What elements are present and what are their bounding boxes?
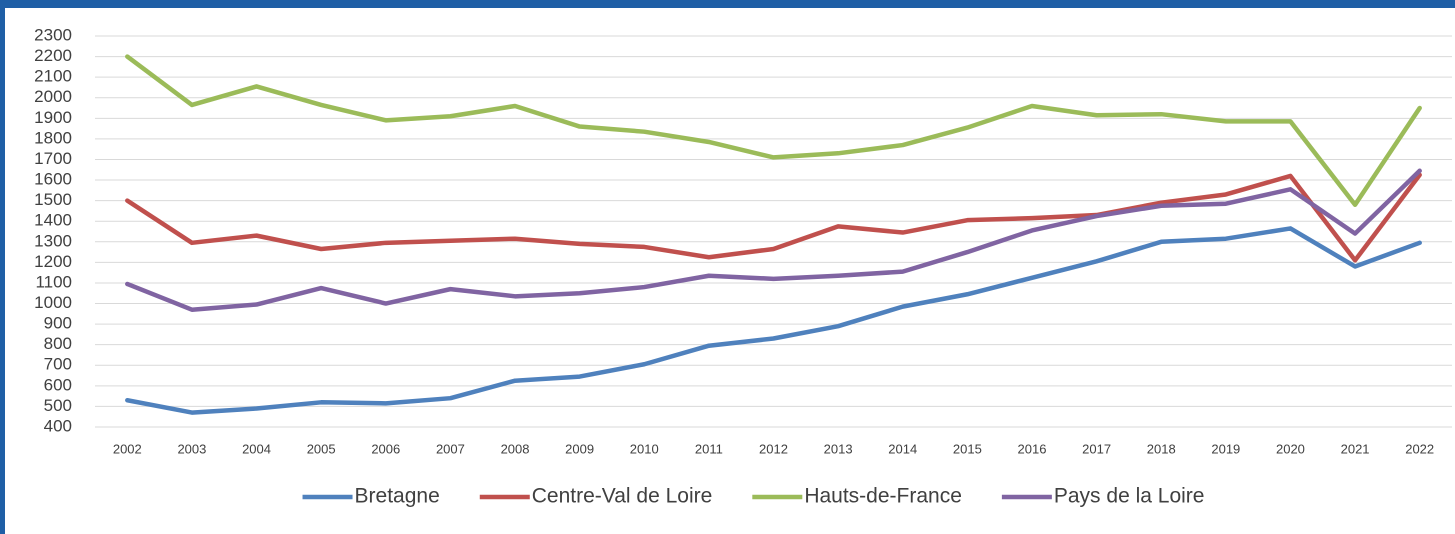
x-tick-label: 2002 [113, 441, 142, 456]
x-tick-label: 2017 [1082, 441, 1111, 456]
frame-left [0, 0, 5, 534]
y-tick-label: 2300 [34, 25, 72, 44]
legend-label: Hauts-de-France [804, 485, 962, 508]
x-tick-label: 2018 [1147, 441, 1176, 456]
x-tick-label: 2012 [759, 441, 788, 456]
series-line [125, 226, 1422, 415]
y-tick-label: 1100 [35, 272, 72, 291]
x-tick-label: 2019 [1211, 441, 1240, 456]
series-line [125, 54, 1422, 207]
x-tick-label: 2008 [501, 441, 530, 456]
series-line [125, 168, 1422, 312]
y-tick-label: 500 [44, 396, 72, 415]
y-tick-label: 700 [44, 355, 72, 374]
x-tick-label: 2020 [1276, 441, 1305, 456]
y-tick-label: 1500 [34, 190, 72, 209]
y-tick-label: 800 [44, 334, 72, 353]
x-tick-label: 2007 [436, 441, 465, 456]
legend-label: Pays de la Loire [1054, 485, 1205, 508]
y-tick-label: 1300 [34, 231, 72, 250]
y-tick-label: 1900 [34, 108, 72, 127]
x-tick-label: 2006 [371, 441, 400, 456]
series-line [125, 172, 1422, 263]
x-tick-label: 2004 [242, 441, 271, 456]
y-tick-label: 1200 [34, 252, 72, 271]
x-tick-label: 2005 [307, 441, 336, 456]
x-tick-label: 2014 [888, 441, 917, 456]
x-tick-label: 2003 [177, 441, 206, 456]
x-tick-label: 2021 [1341, 441, 1370, 456]
frame-top [0, 0, 1455, 8]
y-tick-label: 600 [44, 375, 72, 394]
y-tick-label: 1600 [34, 170, 72, 189]
y-tick-label: 400 [44, 416, 72, 435]
legend-label: Centre-Val de Loire [532, 485, 713, 508]
y-tick-label: 2100 [34, 67, 72, 86]
y-tick-label: 1700 [34, 149, 72, 168]
y-tick-label: 1800 [34, 128, 72, 147]
x-tick-label: 2009 [565, 441, 594, 456]
y-tick-label: 1000 [34, 293, 72, 312]
x-tick-label: 2011 [695, 441, 723, 456]
y-tick-label: 900 [44, 314, 72, 333]
x-tick-label: 2022 [1405, 441, 1434, 456]
x-tick-label: 2015 [953, 441, 982, 456]
y-tick-label: 2000 [34, 87, 72, 106]
x-tick-label: 2016 [1018, 441, 1047, 456]
x-tick-label: 2013 [824, 441, 853, 456]
y-tick-label: 1400 [34, 211, 72, 230]
x-tick-label: 2010 [630, 441, 659, 456]
y-tick-label: 2200 [34, 46, 72, 65]
legend-label: Bretagne [355, 485, 440, 508]
